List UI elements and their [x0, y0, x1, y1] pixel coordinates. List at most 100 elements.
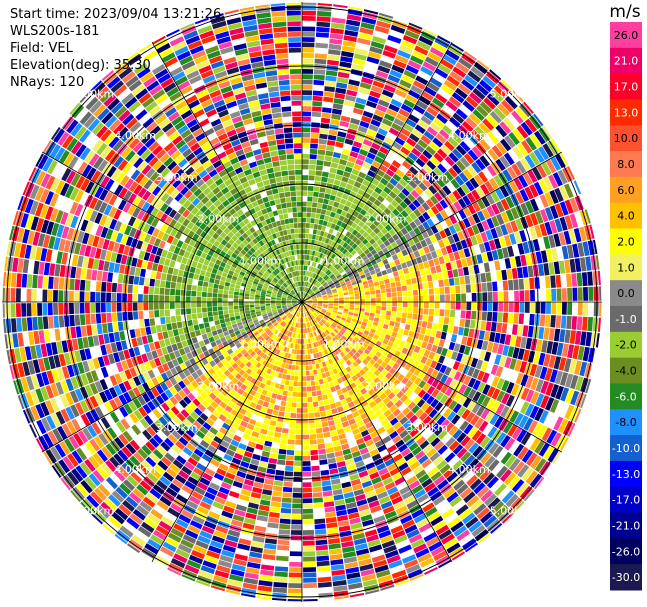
range-gate [401, 347, 409, 355]
range-gate [580, 257, 587, 272]
range-gate [306, 381, 311, 387]
range-gate [524, 118, 538, 133]
range-gate [434, 232, 442, 241]
range-gate [520, 254, 527, 267]
range-gate [286, 449, 295, 456]
range-gate [149, 318, 156, 326]
range-gate [538, 327, 545, 340]
range-gate [412, 359, 420, 368]
range-gate [380, 55, 394, 64]
range-gate [504, 334, 512, 346]
range-gate [264, 538, 277, 545]
range-gate [331, 483, 342, 491]
range-gate [302, 429, 309, 435]
range-gate [348, 247, 354, 253]
range-gate [302, 376, 307, 381]
range-gate [311, 296, 317, 299]
range-gate [391, 292, 397, 297]
range-gate [354, 135, 364, 144]
range-gate [487, 131, 499, 145]
range-gate [340, 317, 347, 321]
range-gate [386, 268, 393, 274]
range-gate [384, 334, 391, 341]
range-gate [304, 249, 308, 255]
range-gate [305, 294, 309, 298]
range-gate [302, 286, 304, 292]
range-gate [328, 265, 334, 271]
range-gate [489, 352, 497, 364]
range-gate [341, 50, 354, 58]
range-gate [336, 208, 343, 215]
range-gate [589, 363, 595, 379]
range-gate [317, 299, 323, 302]
range-gate [288, 364, 292, 370]
range-gate [333, 296, 339, 299]
range-gate [513, 279, 519, 290]
range-gate [570, 374, 579, 390]
range-gate [340, 153, 349, 161]
range-gate [391, 311, 397, 317]
range-gate [494, 354, 502, 365]
range-gate [502, 280, 509, 291]
range-gate [340, 328, 346, 333]
range-gate [310, 266, 314, 272]
range-gate [394, 195, 403, 204]
range-gate [469, 113, 481, 125]
range-gate [540, 250, 548, 263]
range-gate [361, 265, 368, 271]
range-gate [338, 321, 344, 326]
range-gate [337, 291, 343, 295]
range-gate [374, 285, 380, 291]
range-gate [311, 285, 315, 290]
range-gate [302, 402, 308, 408]
range-gate [337, 131, 347, 138]
range-gate [362, 161, 372, 170]
range-gate [319, 133, 328, 140]
range-gate [471, 129, 483, 142]
range-gate [498, 302, 504, 312]
range-gate [525, 136, 537, 151]
range-gate [587, 317, 594, 332]
range-gate [376, 302, 382, 306]
range-gate [481, 372, 490, 384]
range-gate [520, 157, 531, 171]
range-gate [503, 291, 509, 302]
range-gate [379, 284, 386, 290]
range-gate [291, 397, 297, 403]
range-gate [348, 226, 355, 234]
range-gate [333, 179, 341, 186]
range-gate [317, 295, 322, 298]
range-gate [338, 305, 344, 309]
range-gate [513, 313, 519, 324]
range-gate [597, 317, 601, 332]
range-gate [332, 489, 343, 496]
range-gate [336, 191, 344, 198]
range-gate [313, 262, 317, 268]
range-gate [500, 451, 512, 465]
range-gate [396, 113, 408, 123]
range-gate [398, 328, 404, 335]
range-gate [303, 270, 306, 276]
range-gate [355, 193, 363, 201]
range-gate [380, 190, 389, 199]
range-gate [306, 282, 310, 288]
range-gate [347, 195, 355, 203]
range-gate [460, 354, 469, 364]
range-gate [438, 355, 446, 364]
range-gate [510, 220, 519, 233]
range-gate [484, 351, 492, 362]
range-gate [282, 422, 290, 429]
range-gate [295, 434, 302, 440]
range-gate [501, 269, 508, 281]
range-gate [350, 203, 358, 210]
range-gate [380, 314, 386, 320]
range-gate [308, 233, 313, 239]
range-gate [358, 270, 365, 276]
range-gate [406, 260, 413, 268]
range-gate [266, 468, 276, 475]
range-gate [334, 450, 344, 458]
range-gate [560, 315, 567, 329]
range-gate [348, 326, 354, 331]
range-gate [322, 317, 328, 322]
range-gate [302, 132, 311, 138]
